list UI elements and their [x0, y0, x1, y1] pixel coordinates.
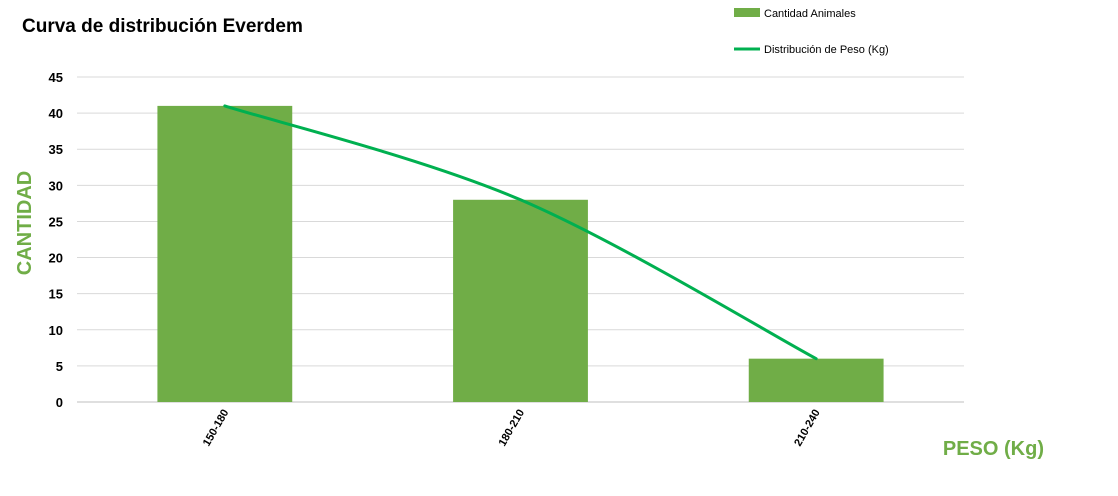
bar-series: [157, 105, 884, 402]
y-tick-label: 15: [49, 287, 63, 302]
legend-bar-swatch: [734, 8, 760, 17]
legend-bar-label: Cantidad Animales: [764, 8, 856, 20]
y-tick-label: 10: [49, 323, 63, 338]
x-tick-label: 150-180: [201, 408, 232, 449]
y-tick-label: 5: [56, 359, 63, 374]
chart-title: Curva de distribución Everdem: [22, 16, 303, 37]
line-series: [223, 104, 818, 361]
y-tick-label: 20: [49, 251, 63, 266]
y-axis-ticks: 0 5 10 15 20 25 30 35 40 45: [49, 70, 63, 410]
y-tick-label: 45: [49, 70, 63, 85]
y-tick-label: 30: [49, 178, 63, 193]
bar: [748, 358, 884, 402]
y-tick-label: 35: [49, 142, 63, 157]
legend-line-label: Distribución de Peso (Kg): [764, 44, 889, 56]
bar: [157, 105, 293, 402]
legend: Cantidad Animales Distribución de Peso (…: [734, 8, 889, 56]
x-tick-label: 180-210: [497, 408, 528, 449]
bar: [453, 199, 588, 402]
y-tick-label: 0: [56, 395, 63, 410]
distribution-line: [223, 104, 818, 361]
y-tick-label: 25: [49, 214, 63, 229]
y-tick-label: 40: [49, 106, 63, 121]
y-axis-title: CANTIDAD: [14, 171, 36, 275]
x-tick-label: 210-240: [792, 408, 823, 449]
x-axis-ticks: 150-180 180-210 210-240: [201, 408, 823, 449]
x-axis-title: PESO (Kg): [943, 438, 1044, 460]
